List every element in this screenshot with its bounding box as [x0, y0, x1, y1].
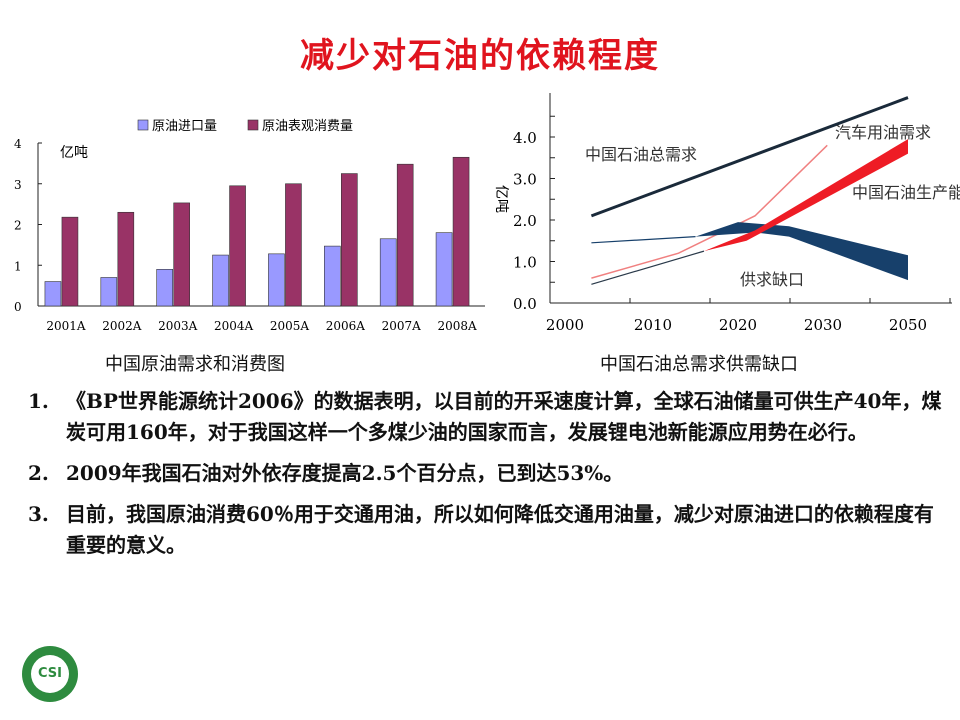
bar [435, 232, 453, 307]
series-label: 中国石油生产能力 [852, 183, 960, 202]
x-tick-label: 2000 [546, 316, 584, 334]
y-tick-label: 0 [14, 300, 22, 314]
list-item: 3. 目前，我国原油消费60％用于交通用油，所以如何降低交通用油量，减少对原油进口… [28, 502, 934, 557]
y-axis-label: 亿吨 [493, 185, 509, 213]
bar [285, 183, 302, 307]
series-label: 供求缺口 [740, 270, 804, 289]
list-item: 1. 《BP世界能源统计2006》的数据表明，以目前的开采速度计算，全球石油储量可… [28, 389, 942, 444]
x-tick-label: 2004A [214, 319, 254, 333]
series-label: 中国石油总需求 [585, 145, 697, 164]
bar [379, 238, 397, 307]
bar-chart-caption: 中国原油需求和消费图 [105, 354, 285, 375]
y-tick-label: 1 [14, 259, 22, 273]
bar [156, 269, 173, 307]
legend-swatch [137, 119, 149, 131]
y-axis-label: 亿吨 [60, 145, 88, 161]
list-item: 2. 2009年我国石油对外依存度提高2.5个百分点，已到达53%。 [28, 461, 624, 485]
logo: CSI [22, 646, 78, 702]
legend-label: 原油进口量 [152, 119, 217, 134]
slide-title: 减少对石油的依赖程度 [300, 36, 660, 76]
bar [212, 254, 229, 307]
y-tick-label: 0.0 [513, 295, 537, 313]
bar [452, 156, 470, 307]
y-tick-label: 2 [14, 219, 22, 233]
y-tick-label: 4.0 [513, 129, 537, 147]
series-line [591, 250, 705, 285]
bar [100, 277, 118, 307]
bullet-list: 1. 《BP世界能源统计2006》的数据表明，以目前的开采速度计算，全球石油储量可… [28, 386, 948, 571]
bar [117, 211, 135, 307]
bar [229, 185, 246, 307]
x-tick-label: 2005A [270, 319, 310, 333]
bar [396, 163, 414, 307]
bar [268, 253, 285, 307]
y-tick-label: 3.0 [513, 171, 537, 189]
x-tick-label: 2020 [719, 316, 757, 334]
bar [44, 281, 62, 307]
line-chart-caption: 中国石油总需求供需缺口 [600, 354, 798, 375]
series-label: 汽车用油需求 [835, 123, 931, 142]
bar [341, 173, 358, 307]
legend-swatch [247, 119, 259, 131]
band [695, 222, 908, 281]
bar [173, 202, 190, 307]
y-tick-label: 4 [14, 137, 22, 151]
y-tick-label: 1.0 [513, 254, 537, 272]
x-tick-label: 2008A [437, 319, 477, 333]
x-tick-label: 2003A [158, 319, 198, 333]
x-tick-label: 2006A [326, 319, 366, 333]
bar [324, 245, 341, 307]
x-tick-label: 2001A [46, 319, 86, 333]
y-tick-label: 2.0 [513, 212, 537, 230]
series-line [591, 236, 696, 244]
x-tick-label: 2002A [102, 319, 142, 333]
x-tick-label: 2010 [634, 316, 672, 334]
bar [61, 216, 79, 307]
legend-label: 原油表观消费量 [262, 119, 353, 134]
x-tick-label: 2050 [889, 316, 927, 334]
y-tick-label: 3 [14, 178, 22, 192]
x-tick-label: 2007A [382, 319, 422, 333]
charts: 0 1 2 3 4 亿吨 2001A 2002A 2003A 2004A 2005A 2006A 200… [14, 93, 960, 334]
series-line [590, 96, 909, 218]
x-tick-label: 2030 [804, 316, 842, 334]
